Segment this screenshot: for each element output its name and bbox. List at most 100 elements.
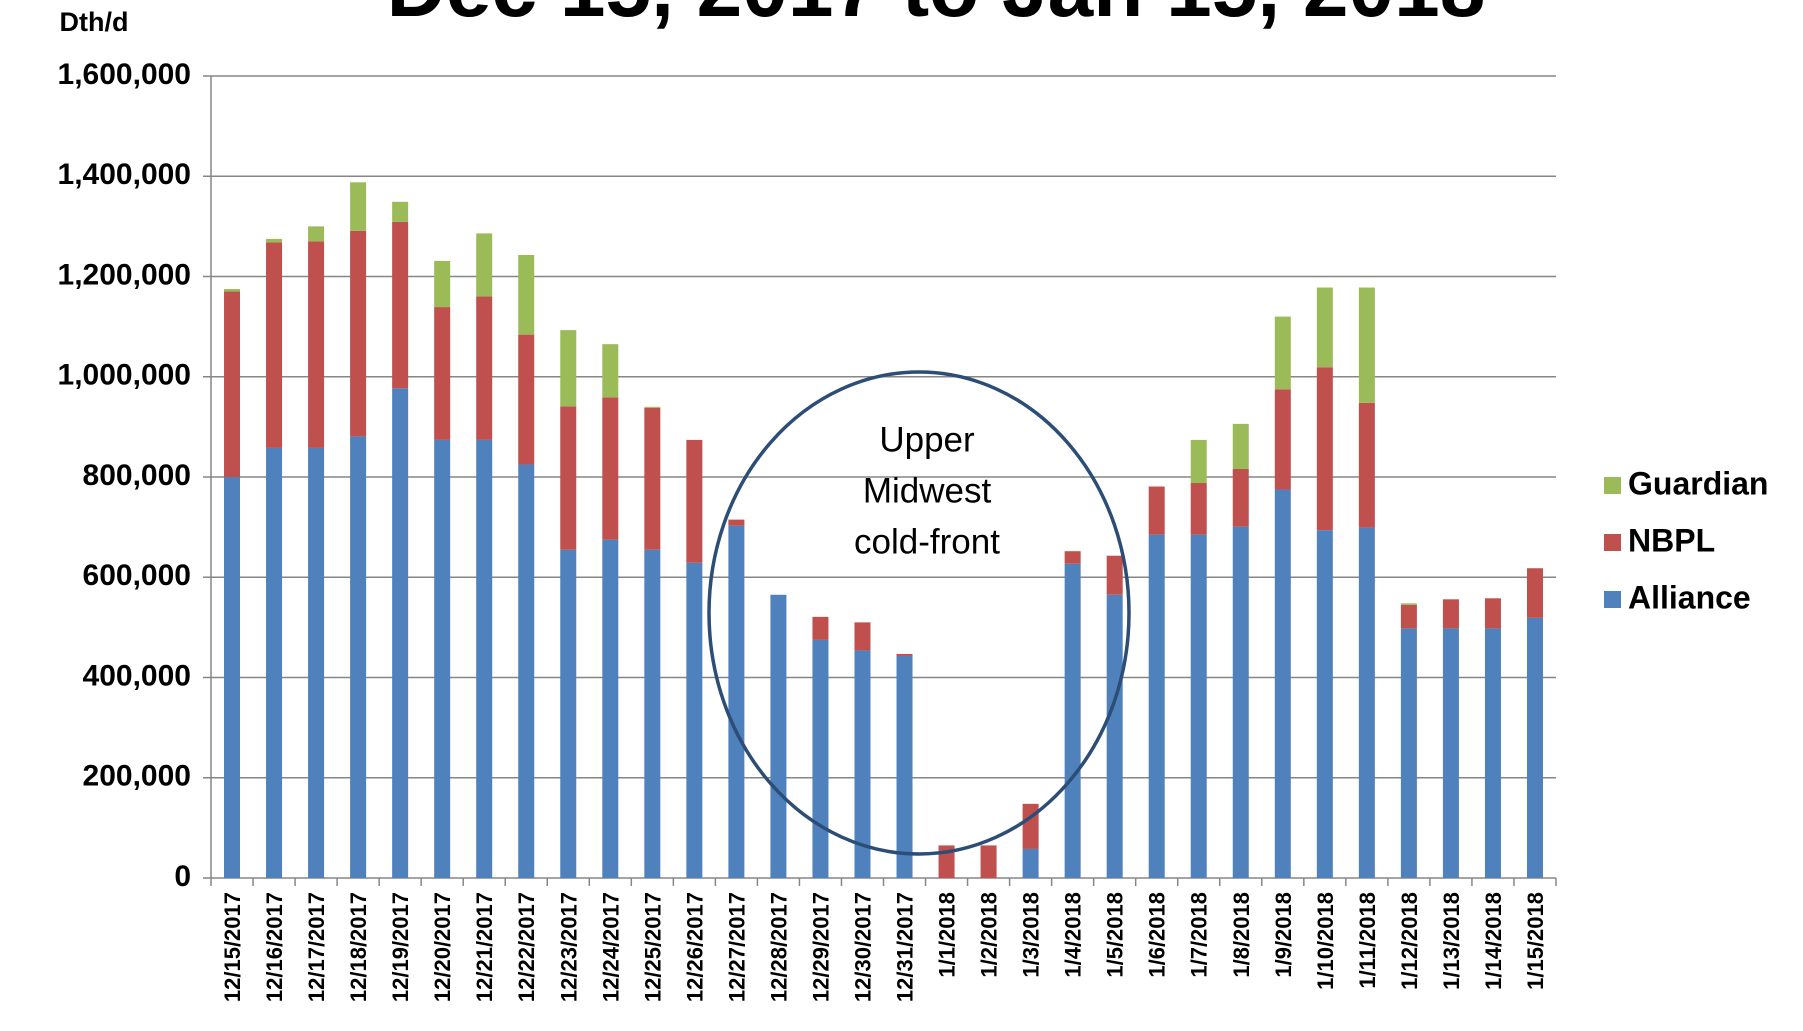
x-tick-label: 12/19/2017 (388, 892, 413, 1002)
bar-segment (560, 549, 577, 878)
bar-segment (434, 439, 451, 878)
bar-segment (1148, 534, 1165, 878)
x-tick-label: 1/1/2018 (935, 892, 960, 978)
bar-segment (1358, 402, 1375, 528)
x-tick-label: 1/14/2018 (1481, 892, 1506, 990)
bar-segment (1442, 599, 1459, 629)
x-tick-label: 1/10/2018 (1313, 892, 1338, 990)
bar-segment (1190, 534, 1207, 878)
bar-segment (1022, 848, 1039, 878)
bar-segment (1484, 628, 1501, 878)
bar-segment (728, 519, 745, 526)
bar-segment (686, 439, 703, 563)
annotation-ellipse (707, 370, 1131, 856)
y-tick-label: 400,000 (83, 659, 191, 692)
bar-segment (350, 230, 367, 437)
x-tick-label: 12/24/2017 (598, 892, 623, 1002)
bar-segment (1232, 468, 1249, 527)
bar-segment (1400, 628, 1417, 878)
bar-segment (434, 260, 451, 308)
bar-segment (434, 307, 451, 440)
legend-swatch (1604, 477, 1621, 494)
bar-segment (644, 406, 661, 408)
bar-segment (308, 226, 325, 242)
bar-segment (1274, 316, 1291, 390)
x-tick-label: 12/25/2017 (640, 892, 665, 1002)
bar-segment (602, 397, 619, 540)
annotation-text: Upper (879, 420, 975, 459)
bar-segment (476, 439, 493, 878)
x-tick-label: 12/21/2017 (472, 892, 497, 1002)
bar-segment (644, 549, 661, 878)
bar-segment (812, 639, 829, 878)
x-tick-label: 1/6/2018 (1145, 892, 1170, 978)
y-tick-label: 200,000 (83, 760, 191, 793)
bar-segment (476, 296, 493, 440)
legend-swatch (1604, 534, 1621, 551)
bar-segment (1022, 803, 1039, 849)
x-tick-label: 1/12/2018 (1397, 892, 1422, 990)
x-tick-label: 1/2/2018 (977, 892, 1002, 978)
bar-segment (350, 182, 367, 231)
bar-segment (1442, 628, 1459, 878)
bar-segment (224, 291, 241, 477)
bar-segment (1526, 568, 1543, 618)
bar-segment (1400, 604, 1417, 629)
bar-segment (518, 334, 535, 465)
bar-segment (1316, 530, 1333, 878)
y-tick-label: 1,400,000 (58, 158, 191, 191)
x-tick-label: 12/17/2017 (304, 892, 329, 1002)
bar-segment (980, 845, 997, 878)
bar-segment (476, 233, 493, 297)
bar-segment (644, 407, 661, 550)
bar-segment (602, 539, 619, 878)
annotation-text: cold-front (854, 522, 1000, 561)
x-tick-label: 1/11/2018 (1355, 892, 1380, 989)
bar-segment (266, 447, 283, 878)
bar-segment (1274, 389, 1291, 490)
bar-segment (1148, 486, 1165, 535)
bar-segment (518, 464, 535, 878)
y-tick-label: 600,000 (83, 559, 191, 592)
legend-label: Guardian (1628, 465, 1768, 501)
bar-segment (224, 477, 241, 878)
bar-segment (518, 254, 535, 335)
bar-segment (770, 594, 787, 878)
bar-segment (308, 241, 325, 448)
bar-segment (896, 655, 913, 878)
y-tick-label: 800,000 (83, 459, 191, 492)
bar-segment (392, 221, 409, 389)
bar-segment (1232, 526, 1249, 878)
bar-segment (560, 406, 577, 550)
legend-label: Alliance (1628, 579, 1751, 615)
x-tick-label: 12/20/2017 (430, 892, 455, 1002)
x-tick-label: 1/3/2018 (1019, 892, 1044, 978)
bar-segment (854, 650, 871, 878)
bar-segment (1400, 603, 1417, 605)
bar-segment (1106, 555, 1123, 595)
annotation-text: Midwest (863, 471, 992, 510)
bar-segment (392, 388, 409, 878)
x-tick-label: 12/31/2017 (893, 892, 918, 1002)
bar-segment (1232, 423, 1249, 469)
x-tick-label: 1/7/2018 (1187, 892, 1212, 978)
y-tick-label: 1,600,000 (58, 58, 191, 91)
x-tick-label: 12/26/2017 (682, 892, 707, 1002)
x-tick-label: 12/23/2017 (556, 892, 581, 1002)
y-axis-label: Dth/d (60, 7, 129, 37)
chart-title: Dec 15, 2017 to Jan 15, 2018 (387, 0, 1486, 34)
bar-segment (854, 622, 871, 651)
x-tick-label: 1/8/2018 (1229, 892, 1254, 978)
y-tick-label: 0 (174, 860, 191, 893)
bar-segment (728, 525, 745, 878)
x-tick-label: 1/15/2018 (1523, 892, 1548, 990)
x-tick-label: 12/28/2017 (766, 892, 791, 1002)
bar-segment (308, 447, 325, 878)
bar-segment (812, 616, 829, 640)
bar-segment (266, 242, 283, 448)
bar-segment (266, 238, 283, 243)
bar-segment (392, 201, 409, 222)
x-tick-label: 12/16/2017 (262, 892, 287, 1002)
bar-segment (896, 653, 913, 656)
